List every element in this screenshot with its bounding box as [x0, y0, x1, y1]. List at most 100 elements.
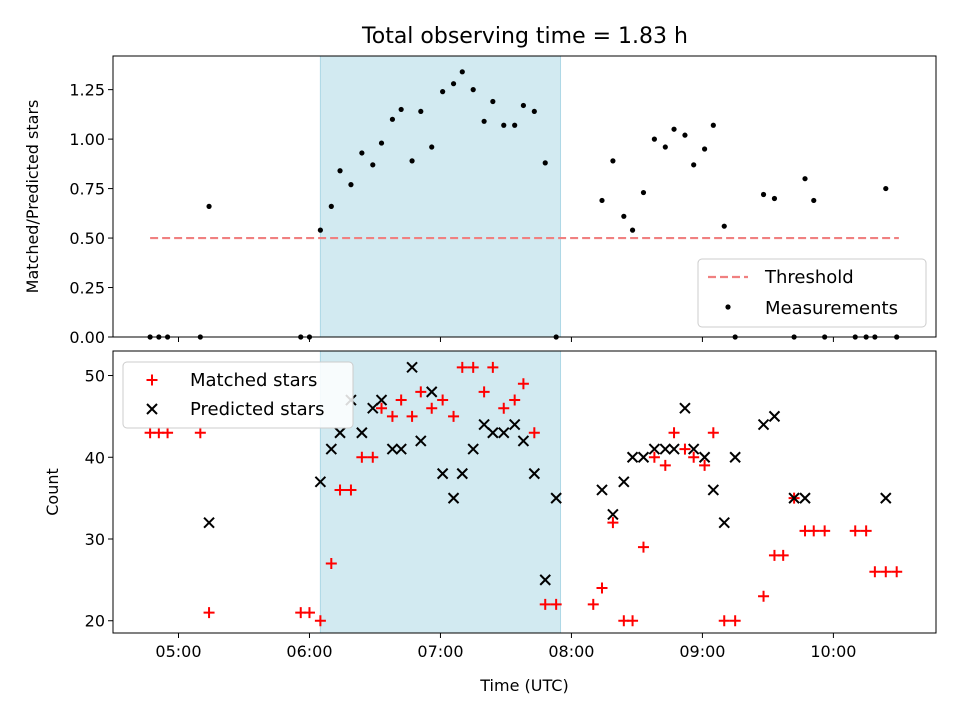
measurement-point	[459, 69, 465, 75]
legend-measurement-swatch	[725, 304, 731, 310]
matched-point	[637, 541, 649, 553]
predicted-point	[367, 402, 379, 414]
matched-point	[386, 410, 398, 422]
matched-point	[395, 394, 407, 406]
y-tick-label: 40	[85, 448, 105, 467]
matched-point	[688, 451, 700, 463]
matched-point	[699, 459, 711, 471]
x-tick-label: 10:00	[810, 642, 856, 661]
measurement-point	[621, 213, 627, 219]
measurement-point	[640, 189, 647, 196]
matched-point	[648, 451, 660, 463]
matched-point	[498, 402, 510, 414]
matched-point	[517, 378, 529, 390]
matched-point	[819, 525, 831, 537]
measurement-point	[610, 158, 616, 164]
legend-box	[122, 361, 354, 429]
matched-point	[587, 598, 599, 610]
predicted-point	[768, 410, 781, 423]
predicted-point	[618, 476, 630, 488]
x-tick-label: 09:00	[679, 642, 725, 661]
measurement-point	[429, 144, 435, 150]
measurement-point	[481, 118, 487, 124]
predicted-point	[314, 476, 327, 488]
x-axis-label: Time (UTC)	[479, 676, 568, 695]
predicted-point	[637, 451, 650, 463]
y-tick-label: 0.00	[69, 328, 105, 347]
measurement-point	[721, 223, 727, 229]
measurement-point	[359, 150, 365, 156]
measurement-point	[701, 146, 708, 152]
measurement-point	[883, 185, 889, 192]
matched-point	[718, 615, 730, 627]
measurement-point	[771, 195, 778, 202]
matched-point	[406, 410, 418, 422]
matched-point	[487, 361, 499, 373]
x-tick-label: 08:00	[548, 642, 594, 661]
measurement-point	[629, 227, 636, 233]
measurement-point	[531, 108, 537, 115]
predicted-point	[687, 443, 700, 455]
matched-point	[627, 615, 639, 627]
x-tick-label: 07:00	[417, 642, 463, 661]
predicted-point	[596, 484, 608, 496]
matched-point	[509, 394, 521, 406]
matched-point	[729, 615, 741, 627]
measurement-point	[348, 182, 354, 188]
y-tick-label: 20	[85, 612, 105, 631]
predicted-point	[718, 516, 730, 529]
measurement-point	[337, 168, 343, 174]
measurement-point	[651, 136, 657, 142]
matched-point	[303, 607, 315, 619]
measurement-point	[811, 197, 817, 204]
measurement-point	[599, 197, 605, 204]
measurement-point	[501, 122, 507, 128]
legend-label: Predicted stars	[190, 399, 324, 420]
matched-point	[456, 361, 468, 373]
matched-point	[415, 386, 427, 398]
x-tick-label: 05:00	[155, 642, 201, 661]
measurement-point	[450, 81, 457, 87]
matched-point	[478, 386, 490, 398]
predicted-point	[799, 492, 811, 504]
x-tick-label: 06:00	[286, 642, 332, 661]
observing-span	[320, 351, 561, 633]
matched-point	[849, 525, 861, 537]
y-axis-label: Count	[43, 468, 62, 516]
legend-matched-swatch	[146, 374, 158, 386]
legend-predicted-swatch	[146, 403, 158, 415]
predicted-point	[508, 418, 521, 431]
matched-point	[314, 615, 326, 627]
measurement-point	[662, 144, 668, 150]
predicted-point	[478, 418, 490, 431]
top-panel: 0.00 0.25 0.50 0.75 1.00 1.25 Matched/Predicte…	[23, 55, 937, 347]
predicted-point	[607, 508, 619, 521]
measurement-point	[370, 162, 376, 168]
predicted-point	[679, 402, 691, 414]
predicted-point	[788, 492, 800, 504]
matched-point	[539, 598, 551, 610]
predicted-point	[334, 427, 346, 439]
matched-point	[376, 402, 388, 414]
legend-label: Measurements	[765, 298, 898, 319]
matched-point	[777, 549, 789, 561]
predicted-point	[456, 467, 468, 480]
measurement-point	[710, 122, 716, 128]
matched-point	[659, 459, 671, 471]
predicted-point	[415, 435, 427, 447]
matched-point	[550, 598, 562, 610]
y-tick-label: 1.25	[69, 81, 105, 100]
plot-frame	[112, 350, 937, 634]
matched-point	[356, 451, 368, 463]
matched-point	[668, 427, 680, 439]
chart-title: Total observing time = 1.83 h	[361, 24, 688, 49]
measurement-point	[409, 158, 415, 164]
measurement-point	[671, 126, 677, 132]
predicted-point	[528, 467, 541, 480]
predicted-point	[467, 443, 479, 455]
predicted-point	[659, 443, 672, 455]
predicted-point	[386, 443, 399, 455]
matched-point	[891, 566, 903, 578]
predicted-point	[426, 386, 438, 398]
predicted-point	[648, 443, 661, 455]
